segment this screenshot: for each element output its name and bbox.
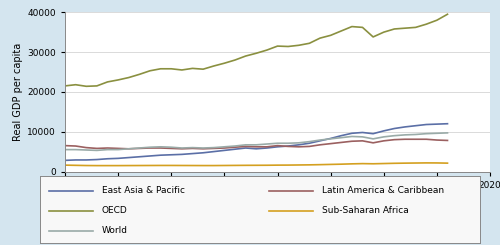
Text: Latin America & Caribbean: Latin America & Caribbean: [322, 186, 444, 196]
Text: World: World: [102, 226, 128, 235]
X-axis label: YEARS: YEARS: [260, 192, 294, 202]
Y-axis label: Real GDP per capita: Real GDP per capita: [13, 43, 23, 141]
Text: East Asia & Pacific: East Asia & Pacific: [102, 186, 184, 196]
Text: OECD: OECD: [102, 206, 128, 215]
Text: Sub-Saharan Africa: Sub-Saharan Africa: [322, 206, 408, 215]
